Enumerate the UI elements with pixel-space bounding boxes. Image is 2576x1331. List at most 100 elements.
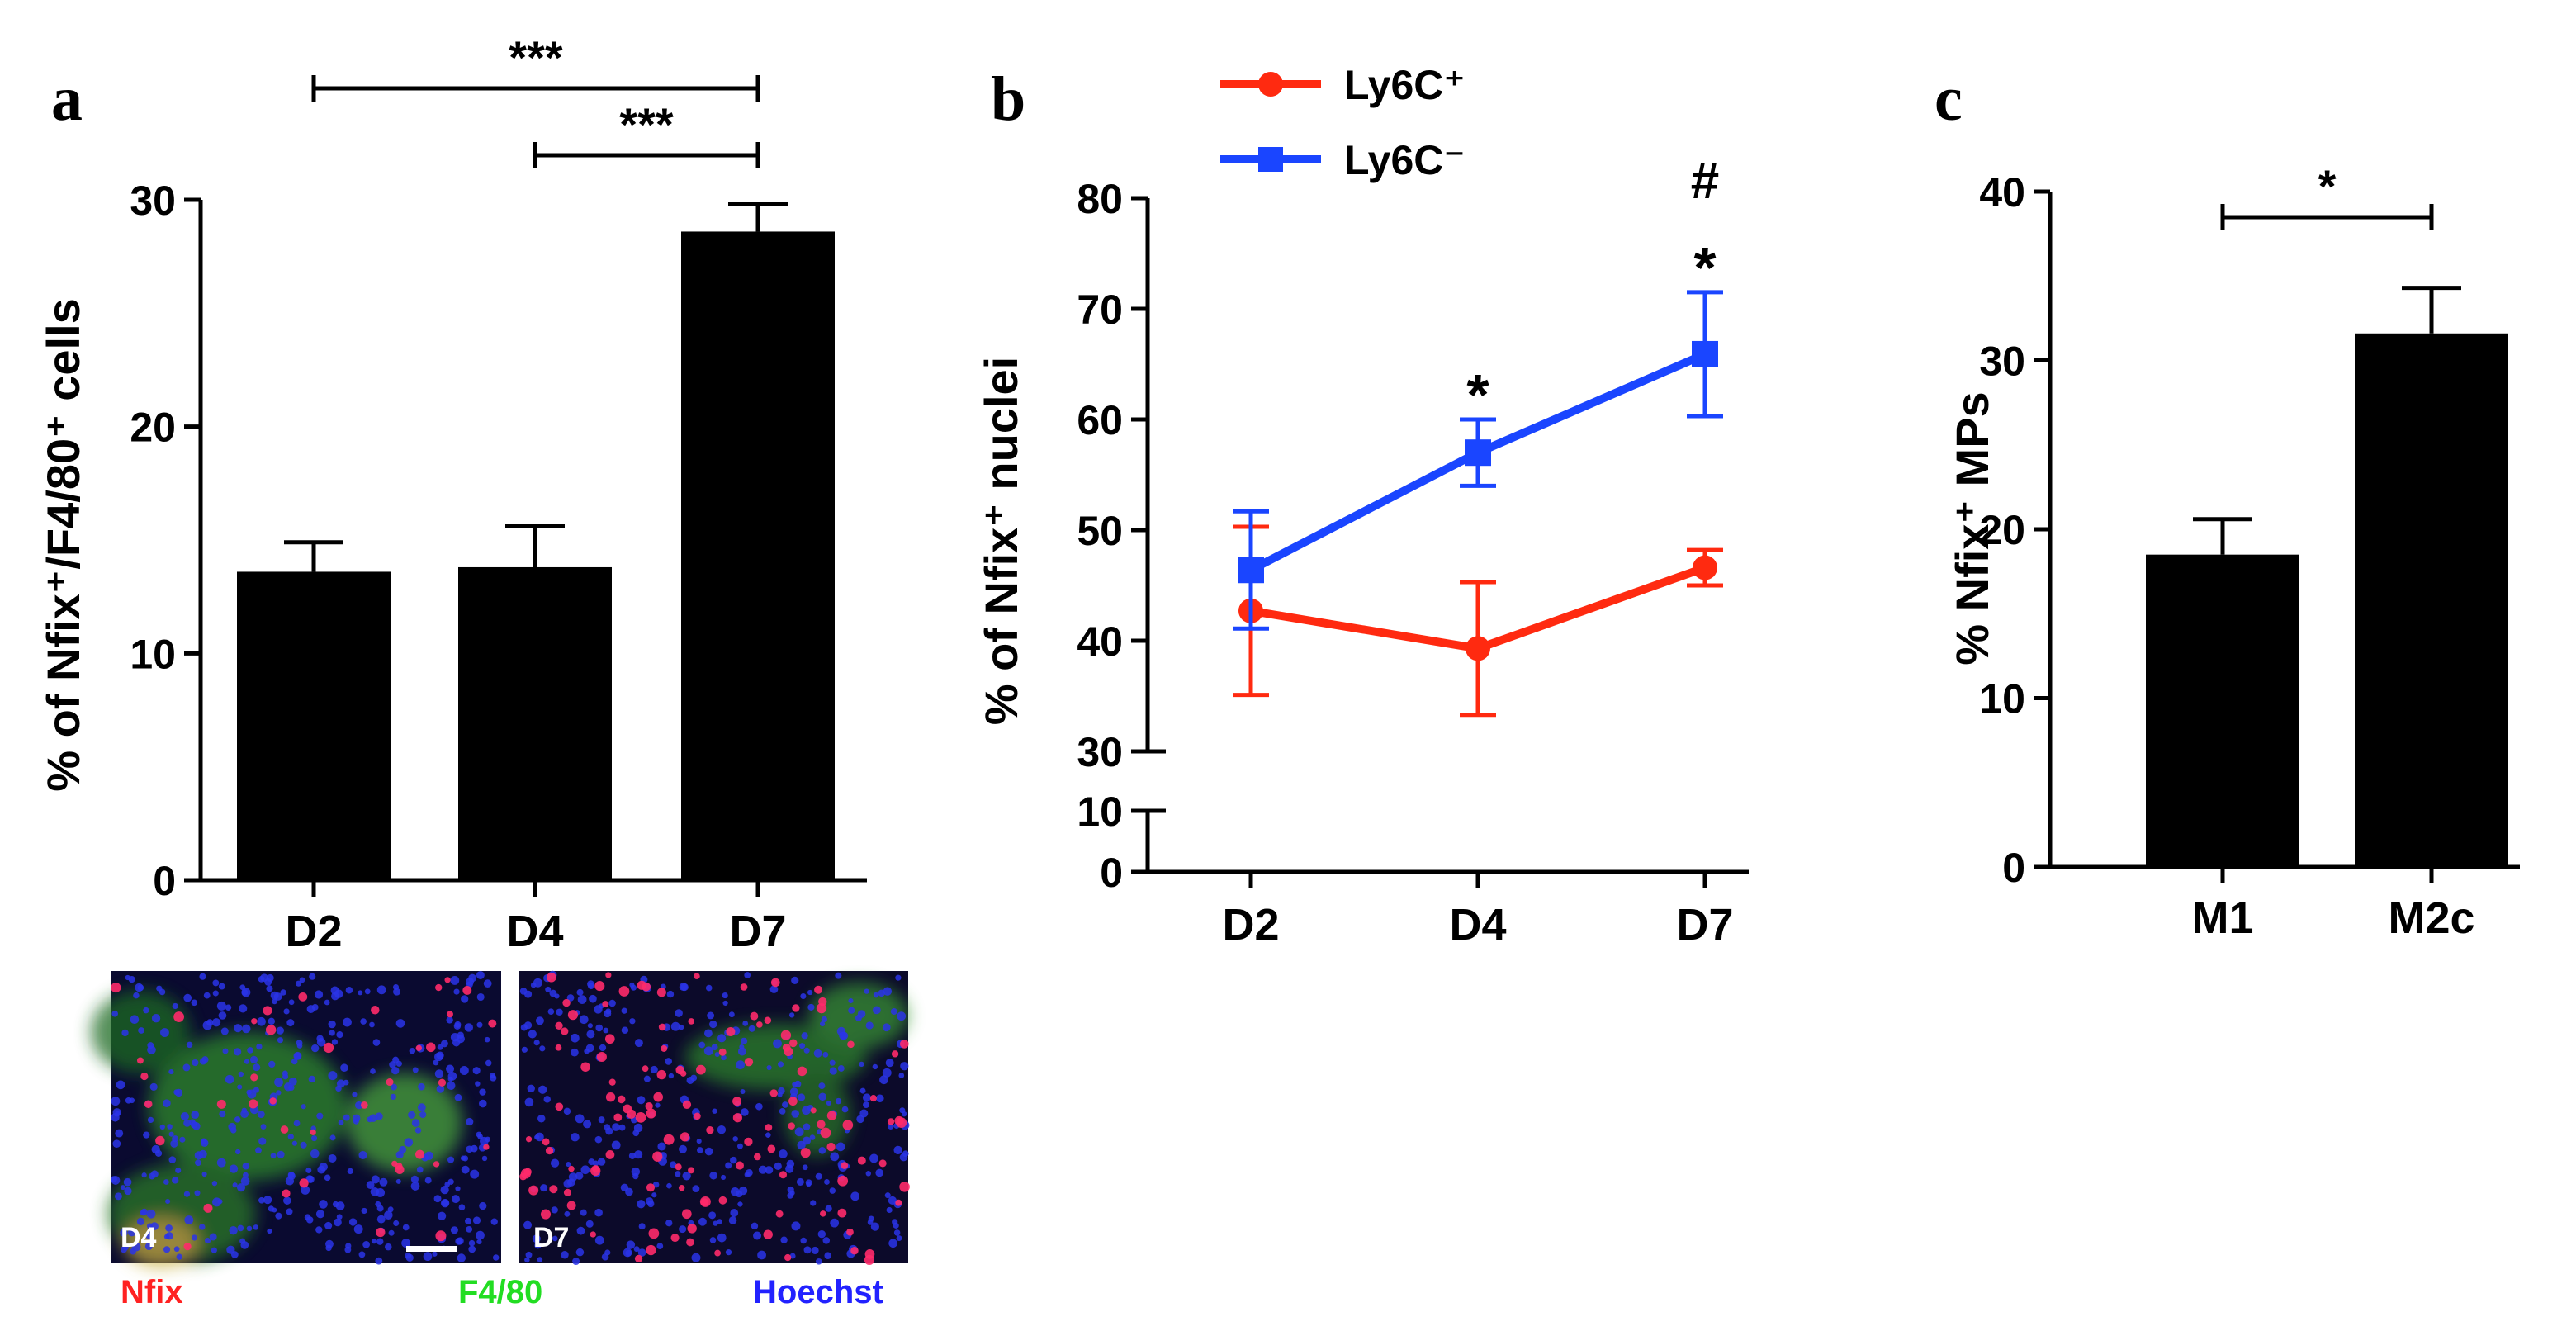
nucleus-dot (286, 1208, 293, 1215)
nucleus-dot (384, 1243, 392, 1251)
nfix-dot (567, 1010, 579, 1021)
nucleus-dot (575, 1114, 585, 1124)
nucleus-dot (859, 1061, 864, 1068)
nfix-dot (726, 1026, 736, 1037)
nfix-dot (744, 1057, 754, 1067)
nucleus-dot (829, 1067, 837, 1075)
nfix-dot (661, 1044, 668, 1052)
nfix-dot (540, 1209, 552, 1220)
scale-bar (406, 1246, 457, 1252)
nucleus-dot (112, 1108, 121, 1117)
nucleus-dot (543, 1096, 552, 1103)
nucleus-dot (468, 973, 476, 983)
nucleus-dot (328, 1071, 338, 1081)
nucleus-dot (409, 1047, 416, 1054)
nucleus-dot (466, 1225, 473, 1233)
nfix-dot (714, 1249, 721, 1257)
nucleus-dot (875, 1094, 884, 1103)
nucleus-dot (848, 1007, 855, 1014)
nucleus-dot (253, 1063, 261, 1072)
nucleus-dot (748, 1025, 755, 1032)
nucleus-dot (182, 1063, 191, 1072)
nfix-dot (203, 1203, 213, 1213)
nucleus-dot (168, 1131, 174, 1137)
nfix-dot (767, 1144, 776, 1153)
nfix-dot (687, 1224, 697, 1234)
nucleus-dot (418, 1082, 425, 1091)
nfix-dot (520, 1168, 532, 1179)
nucleus-dot (722, 992, 728, 999)
nucleus-dot (483, 979, 492, 988)
nfix-dot (545, 1146, 554, 1155)
nucleus-dot (149, 1172, 156, 1180)
x-tick-label-m1: M1 (2191, 893, 2253, 943)
nfix-dot (899, 1182, 910, 1192)
nucleus-dot (643, 1075, 651, 1082)
nucleus-dot (730, 1156, 737, 1164)
micrograph-d7: D7 (519, 970, 910, 1266)
nucleus-dot (165, 1224, 173, 1232)
nucleus-dot (576, 988, 584, 996)
nucleus-dot (530, 982, 537, 988)
nucleus-dot (140, 1210, 146, 1216)
nfix-dot (780, 1030, 792, 1040)
nucleus-dot (811, 1246, 819, 1254)
nfix-dot (542, 1138, 550, 1146)
nucleus-dot (270, 1153, 277, 1159)
nfix-dot (797, 1066, 807, 1077)
nfix-dot (566, 1201, 576, 1210)
y-tick-label: 10 (130, 631, 176, 677)
nfix-dot (718, 1196, 727, 1205)
nucleus-dot (835, 972, 842, 979)
nucleus-dot (376, 1205, 384, 1212)
nucleus-dot (599, 1044, 607, 1052)
nucleus-dot (401, 1239, 411, 1248)
nucleus-dot (679, 1225, 687, 1234)
nfix-dot (617, 1095, 626, 1104)
nucleus-dot (433, 1195, 442, 1203)
panel-c-letter: c (1934, 64, 1963, 134)
nucleus-dot (151, 1014, 161, 1023)
nucleus-dot (216, 1158, 226, 1168)
nucleus-dot (283, 1008, 290, 1015)
nucleus-dot (163, 1246, 171, 1253)
y-tick-label: 70 (1077, 287, 1123, 333)
nfix-dot (675, 1163, 682, 1171)
nucleus-dot (782, 1101, 788, 1108)
nucleus-dot (237, 1224, 244, 1232)
nucleus-dot (404, 1138, 414, 1147)
nucleus-dot (266, 985, 273, 992)
nucleus-dot (355, 1101, 363, 1110)
nucleus-dot (899, 1153, 908, 1162)
nucleus-dot (822, 1051, 829, 1058)
nucleus-dot (216, 1001, 226, 1011)
nfix-dot (800, 1148, 811, 1158)
nucleus-dot (885, 1059, 894, 1068)
nfix-dot (744, 1137, 753, 1146)
nfix-dot (820, 1127, 831, 1139)
nucleus-dot (608, 999, 616, 1007)
nfix-dot (415, 1044, 422, 1052)
nucleus-dot (423, 1252, 433, 1262)
nucleus-dot (519, 988, 528, 995)
nucleus-dot (575, 1248, 585, 1257)
nfix-dot (555, 1021, 563, 1030)
nucleus-dot (446, 1016, 453, 1024)
nfix-dot (670, 1234, 680, 1243)
nucleus-dot (147, 1116, 154, 1124)
nucleus-dot (258, 1137, 267, 1145)
nucleus-dot (124, 1187, 132, 1196)
nucleus-dot (379, 1177, 388, 1187)
nucleus-dot (737, 1047, 746, 1056)
nucleus-dot (211, 1247, 217, 1253)
nucleus-dot (150, 1222, 159, 1231)
nfix-dot (646, 1108, 656, 1119)
nfix-dot (678, 1185, 685, 1191)
nucleus-dot (765, 1166, 774, 1174)
nucleus-dot (841, 1106, 849, 1113)
nucleus-dot (717, 1233, 727, 1243)
nfix-dot (435, 1230, 447, 1242)
nucleus-dot (470, 1169, 480, 1179)
nucleus-dot (233, 1048, 242, 1056)
nucleus-dot (730, 1209, 739, 1217)
